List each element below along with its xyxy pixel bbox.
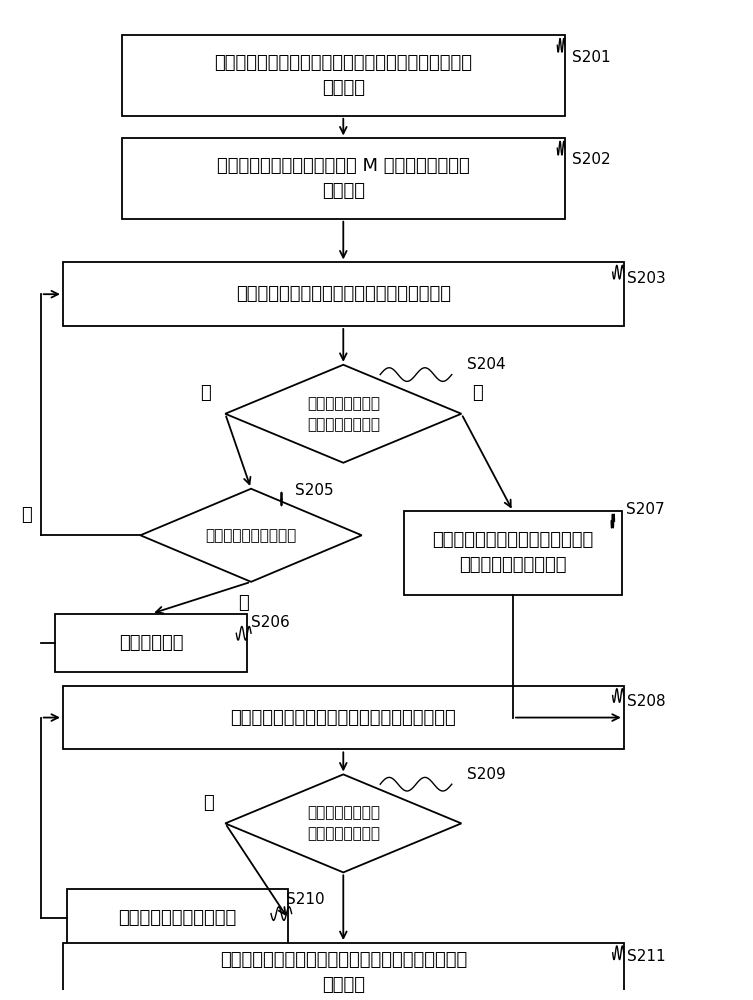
Text: S207: S207 bbox=[626, 502, 665, 517]
Text: S209: S209 bbox=[467, 767, 505, 782]
Text: 更新第二数据: 更新第二数据 bbox=[119, 634, 184, 652]
Bar bbox=[63, 686, 623, 749]
Text: 更新第三数据和第四数据: 更新第三数据和第四数据 bbox=[118, 909, 236, 927]
Bar bbox=[122, 35, 565, 116]
Bar bbox=[63, 943, 623, 1000]
Text: 是否为最后一个子区域: 是否为最后一个子区域 bbox=[206, 528, 297, 543]
Text: 否: 否 bbox=[21, 506, 32, 524]
Text: S204: S204 bbox=[467, 357, 505, 372]
Text: 否: 否 bbox=[203, 794, 214, 812]
Text: 第二统计个数是否
小于第二个数阈值: 第二统计个数是否 小于第二个数阈值 bbox=[306, 805, 380, 841]
Polygon shape bbox=[225, 774, 462, 872]
Text: S211: S211 bbox=[627, 949, 666, 964]
Text: S208: S208 bbox=[627, 694, 666, 709]
Text: S206: S206 bbox=[251, 615, 290, 630]
Text: S205: S205 bbox=[295, 483, 334, 498]
Text: 第一统计个数是否
大于第一个数阈值: 第一统计个数是否 大于第一个数阈值 bbox=[306, 396, 380, 432]
Bar bbox=[56, 614, 247, 672]
Text: 是: 是 bbox=[472, 384, 483, 402]
Text: 确定目标场景达到稳定状态，控制成像设备发起自动
对焦动作: 确定目标场景达到稳定状态，控制成像设备发起自动 对焦动作 bbox=[220, 951, 467, 994]
Polygon shape bbox=[225, 365, 462, 463]
Text: 确定目标场景已发生变化，对目标
场景的稳定度进行监测: 确定目标场景已发生变化，对目标 场景的稳定度进行监测 bbox=[432, 531, 593, 574]
Text: 是: 是 bbox=[238, 594, 249, 612]
Bar bbox=[404, 511, 622, 595]
Bar bbox=[66, 889, 288, 948]
Bar bbox=[63, 262, 623, 326]
Text: 获取第一数据和第二数据对应子区域的差异值: 获取第一数据和第二数据对应子区域的差异值 bbox=[236, 285, 451, 303]
Bar bbox=[122, 138, 565, 219]
Text: S201: S201 bbox=[572, 50, 611, 65]
Text: 根据前一次自动对焦完成后所得到的首帧图像数据获取
第一数据: 根据前一次自动对焦完成后所得到的首帧图像数据获取 第一数据 bbox=[215, 54, 472, 97]
Polygon shape bbox=[140, 489, 361, 582]
Text: S203: S203 bbox=[627, 271, 666, 286]
Text: 否: 否 bbox=[200, 384, 211, 402]
Text: S202: S202 bbox=[572, 152, 611, 167]
Text: 获取第三数据和第四数据中对应子区域的差异值: 获取第三数据和第四数据中对应子区域的差异值 bbox=[230, 709, 456, 727]
Text: S210: S210 bbox=[285, 892, 325, 907]
Text: 根据像设备在预览状态下每隔 M 帧的图像数据获取
第二数据: 根据像设备在预览状态下每隔 M 帧的图像数据获取 第二数据 bbox=[217, 157, 470, 200]
